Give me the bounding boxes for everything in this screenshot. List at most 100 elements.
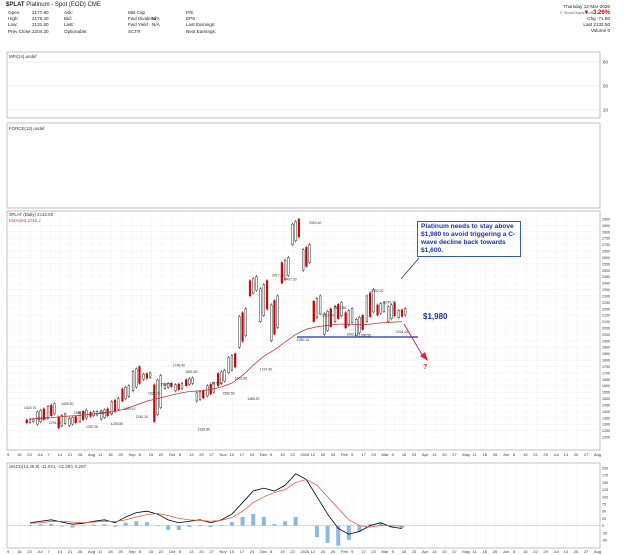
x-tick-label: Jul [37,452,42,457]
x-tick-label: 6 [179,452,182,457]
x-tick-label: 29 [543,549,548,554]
price-data-label: 2902.40 [309,221,321,225]
info-row: EPS [186,16,196,22]
price-data-label: 2167.80 [334,306,346,310]
x-tick-label: Apr [422,452,429,457]
x-tick-label: 28 [78,549,83,554]
candle-body [195,392,198,402]
x-tick-label: 27 [584,452,589,457]
x-tick-label: Sep [128,452,136,457]
x-tick-label: 24 [250,452,255,457]
price-tick-label: 2700 [602,243,610,247]
x-tick-label: 20 [321,452,326,457]
candle-body [230,355,234,371]
candle-body [135,368,138,388]
x-tick-label: Feb [341,549,349,554]
candle-body [238,316,241,348]
macd-tick-label: -50 [602,539,607,543]
macd-histogram-bar [251,514,256,526]
price-tick-label: 2050 [602,327,610,331]
info-row: Fwd Yield N/A [128,22,160,28]
x-tick-label: Oct [169,452,176,457]
x-tick-label: May [462,452,470,457]
price-tick-label: 2650 [602,250,610,254]
info-row: Bid: [64,16,72,22]
price-data-label: 2153.10 [322,313,334,317]
candle-body [117,398,120,410]
x-tick-label: 17 [361,452,366,457]
price-tick-label: 1500 [602,397,610,401]
macd-histogram-bar [261,516,266,526]
x-tick-label: 7 [47,549,50,554]
macd-histogram-bar [176,525,181,530]
candle-body [159,375,162,408]
macd-histogram-bar [368,524,373,526]
price-data-label: 1423.70 [24,406,36,410]
x-tick-label: 10 [230,452,235,457]
chart-header: $PLAT Platinum - Spot (EOD) CME [6,2,101,8]
force-panel [6,122,601,209]
x-tick-label: 18 [108,452,113,457]
candle-body [142,373,145,380]
x-tick-label: 2026 [301,452,311,457]
candle-body [252,278,255,294]
candle-body [291,223,294,245]
price-tick-label: 2900 [602,218,610,222]
candle-body [50,404,53,416]
candle-body [387,306,390,322]
x-tick-label: 8 [513,452,516,457]
candle-body [100,410,103,420]
candle-body [404,308,407,316]
candle-body [227,357,230,374]
macd-tick-label: 150 [602,481,608,485]
x-tick-label: 23 [27,452,32,457]
macd-histogram-bar [144,522,149,526]
mfi-tick-label: 50 [603,84,608,89]
callout-pointer [400,257,420,280]
x-tick-label: Aug [594,452,601,457]
candle-body [270,304,273,342]
candle-body [202,390,205,399]
candle-body [355,319,358,336]
info-row: Last: [64,22,74,28]
candle-body [234,353,237,368]
macd-histogram-bar [293,516,298,526]
x-tick-label: 23 [27,549,32,554]
candle-body [217,373,220,386]
macd-histogram-bar [187,525,192,528]
candle-body [28,419,32,423]
macd-tick-label: 75 [602,503,606,507]
x-tick-label: Nov [220,452,227,457]
candle-body [170,382,173,387]
projection-arrowhead [420,352,428,361]
info-row: SCTR [128,28,141,34]
x-tick-label: 13 [564,452,569,457]
price-label: $PLAT (Daily) 2132.50 [9,212,54,217]
macd-histogram-bar [113,525,118,527]
x-tick-label: 14 [58,452,63,457]
macd-histogram-bar [219,525,224,526]
price-data-label: 1691.60 [185,370,197,374]
candle-body [400,309,404,317]
price-tick-label: 1800 [602,359,610,363]
candle-body [68,418,71,426]
info-row: Last Earnings: [186,22,216,28]
x-tick-label: 13 [432,549,437,554]
x-tick-label: Apr [422,549,429,554]
price-data-label: 2245.70 [384,301,396,305]
x-tick-label: 15 [280,549,285,554]
x-tick-label: Dec [260,549,267,554]
price-data-label: 2352.20 [371,289,383,293]
x-tick-label: 22 [159,549,164,554]
x-tick-label: 13 [189,452,194,457]
macd-tick-label: 100 [602,495,608,499]
ema-label: EMA(50) 2015.2 [9,218,42,223]
info-col-1: Open: 2177.90 High: 2178.40 Low: 2131.50 Prev … [8,10,62,35]
candle-body [167,383,170,388]
candle-body [273,300,276,335]
x-tick-label: 26 [331,549,336,554]
x-tick-label: 23 [371,549,376,554]
price-tick-label: 2450 [602,275,610,279]
x-tick-label: Jul [554,549,559,554]
macd-histogram-bar [134,521,139,526]
